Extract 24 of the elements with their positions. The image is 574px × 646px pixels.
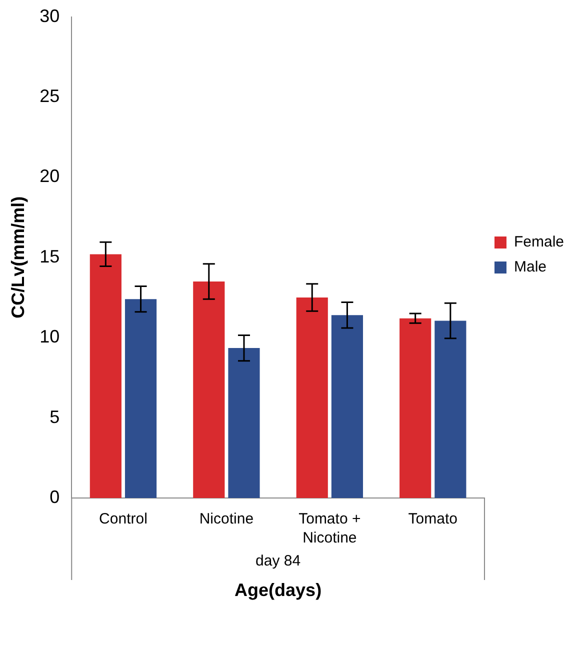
y-tick-label: 30 — [40, 6, 60, 26]
y-tick-label: 20 — [40, 166, 60, 186]
y-tick-label: 5 — [50, 406, 60, 427]
x-tick-label: Tomato + Nicotine — [298, 510, 361, 547]
y-tick-label: 10 — [40, 326, 60, 347]
x-tick-label: Control — [99, 510, 148, 528]
y-tick-label: 15 — [40, 246, 60, 266]
x-tick-label: Tomato — [408, 510, 458, 528]
x-axis-title: Age(days) — [234, 580, 322, 600]
bar — [400, 318, 432, 498]
bar — [124, 299, 157, 498]
bar — [296, 298, 328, 498]
bar — [331, 315, 363, 498]
y-tick-label: 0 — [50, 486, 60, 507]
text: day 84 — [256, 552, 301, 570]
bar — [193, 281, 225, 498]
bar — [90, 254, 122, 498]
legend-label: Male — [514, 258, 546, 276]
bar — [434, 320, 466, 498]
y-tick-label: 25 — [40, 86, 60, 106]
legend-label: Female — [514, 234, 564, 251]
bar — [228, 348, 260, 498]
x-tick-label: Nicotine — [199, 510, 254, 528]
y-axis-title: CC/Lv(mm/ml) — [8, 196, 28, 318]
